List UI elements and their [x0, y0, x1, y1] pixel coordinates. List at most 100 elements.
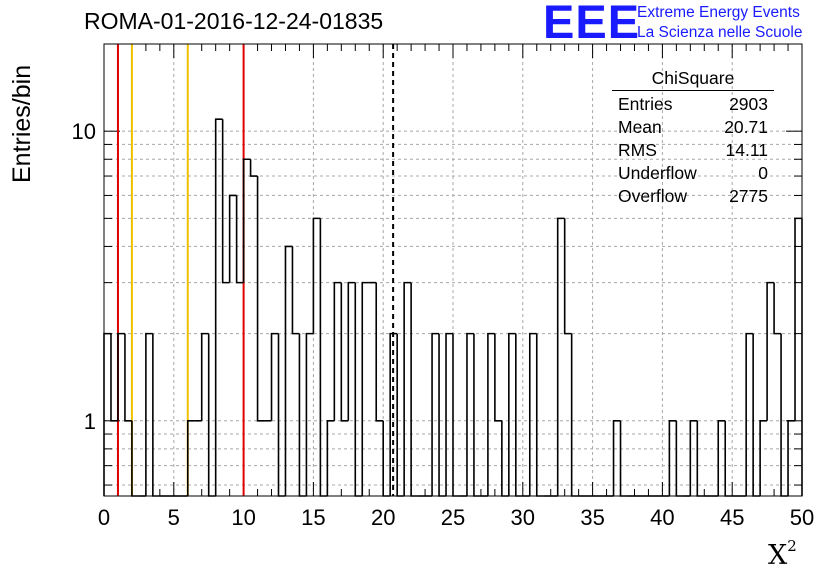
- histogram-bin: [117, 332, 125, 421]
- histogram-bin: [717, 420, 726, 496]
- histogram-bin: [403, 281, 412, 496]
- histogram-bin: [207, 333, 216, 497]
- histogram-bin: [563, 218, 572, 335]
- histogram-bin: [249, 159, 258, 177]
- histogram-bin: [103, 332, 111, 496]
- histogram-bin: [242, 158, 251, 283]
- eee-logo: EEE: [543, 0, 641, 48]
- stats-row-underflow: Underflow 0: [612, 162, 778, 185]
- plot-frame: [103, 43, 803, 497]
- logo-line-1: Extreme Energy Events: [637, 4, 800, 21]
- histogram-bin: [298, 333, 307, 497]
- x-tick-label: 45: [720, 505, 744, 530]
- histogram-bin: [319, 218, 328, 497]
- stats-value: 0: [758, 163, 768, 183]
- histogram-bin: [445, 332, 453, 496]
- stats-row-mean: Mean 20.71: [612, 116, 778, 139]
- histogram-bin: [556, 217, 565, 496]
- stats-key: Underflow: [618, 163, 697, 183]
- histogram-bin: [347, 281, 356, 421]
- x-tick-label: 50: [790, 505, 814, 530]
- histogram-bin: [389, 332, 398, 496]
- histogram-bin: [773, 282, 782, 335]
- histogram-bin: [452, 333, 460, 497]
- histogram-bin: [396, 333, 405, 497]
- histogram-bin: [759, 420, 768, 496]
- histogram-bin: [494, 333, 502, 422]
- histogram-bin: [312, 217, 321, 334]
- histogram-bin: [612, 420, 621, 496]
- histogram-bin: [780, 333, 789, 497]
- stats-row-overflow: Overflow 2775: [612, 185, 778, 208]
- histogram-bin: [152, 333, 160, 497]
- histogram-bin: [124, 333, 132, 422]
- histogram-bin: [689, 420, 698, 496]
- stats-row-entries: Entries 2903: [612, 93, 778, 116]
- stats-value: 2903: [729, 94, 768, 114]
- histogram-bin: [787, 420, 796, 496]
- histogram-bin: [473, 333, 481, 497]
- histogram-bin: [570, 333, 579, 497]
- histogram-bin: [361, 281, 370, 496]
- x-tick-label: 30: [511, 505, 535, 530]
- stats-box: ChiSquare Entries 2903 Mean 20.71 RMS 14…: [612, 66, 778, 208]
- histogram-bin: [794, 217, 802, 421]
- histogram-bin: [270, 332, 279, 421]
- histogram-bin: [668, 420, 677, 496]
- histogram-bin: [528, 332, 537, 496]
- histogram-bin: [284, 245, 293, 496]
- histogram-bin: [466, 332, 474, 496]
- histogram-bin: [508, 332, 516, 496]
- stats-value: 20.71: [724, 117, 768, 137]
- histogram-bin: [410, 282, 419, 497]
- histogram-bin: [340, 282, 349, 422]
- chart-title: ROMA-01-2016-12-24-01835: [84, 8, 384, 34]
- x-tick-label: 10: [231, 505, 255, 530]
- x-tick-label: 5: [168, 505, 180, 530]
- histogram-bin: [291, 246, 300, 335]
- histogram-bin: [535, 333, 544, 497]
- histogram-bin: [515, 333, 523, 497]
- histogram-bin: [186, 420, 195, 496]
- x-tick-label: 40: [650, 505, 674, 530]
- y-tick-label: 1: [84, 409, 96, 434]
- histogram-bin: [438, 333, 447, 497]
- logo-line-2: La Scienza nelle Scuole: [637, 24, 803, 41]
- stats-key: Mean: [618, 117, 662, 137]
- stats-title: ChiSquare: [612, 66, 774, 91]
- stats-value: 2775: [729, 186, 768, 206]
- stats-row-rms: RMS 14.11: [612, 139, 778, 162]
- x-tick-label: 25: [441, 505, 465, 530]
- histogram-bin: [221, 119, 230, 284]
- marker-lines: [116, 44, 395, 496]
- histogram-bin: [431, 332, 440, 496]
- histogram-bin: [145, 332, 153, 496]
- histogram-bin: [110, 333, 118, 422]
- histogram-bin: [305, 332, 314, 496]
- histogram-bin: [277, 333, 286, 497]
- stats-value: 14.11: [725, 140, 769, 160]
- stats-key: Overflow: [618, 186, 688, 206]
- x-tick-label: 0: [98, 505, 110, 530]
- histogram-bin: [256, 176, 265, 422]
- histogram-bin: [375, 282, 384, 422]
- histogram-bin: [487, 332, 495, 496]
- x-axis-label: X2: [768, 537, 797, 571]
- histogram-bin: [214, 118, 223, 496]
- histogram-bin: [228, 194, 237, 283]
- stats-key: RMS: [618, 140, 657, 160]
- histogram-bin: [752, 333, 761, 497]
- histogram-bin: [235, 195, 244, 284]
- stats-key: Entries: [618, 94, 673, 114]
- tick-labels: 0 5 10 15 20 25 30 35 40 45 50 1 10: [72, 119, 815, 530]
- y-tick-label: 10: [72, 119, 96, 144]
- histogram-bin: [766, 281, 775, 421]
- x-tick-label: 15: [301, 505, 325, 530]
- histogram-bin: [333, 281, 342, 421]
- y-axis-label: Entries/bin: [8, 64, 36, 183]
- x-tick-label: 35: [580, 505, 604, 530]
- histogram-bin: [354, 282, 363, 497]
- histogram-bin: [200, 332, 209, 421]
- x-tick-label: 20: [371, 505, 395, 530]
